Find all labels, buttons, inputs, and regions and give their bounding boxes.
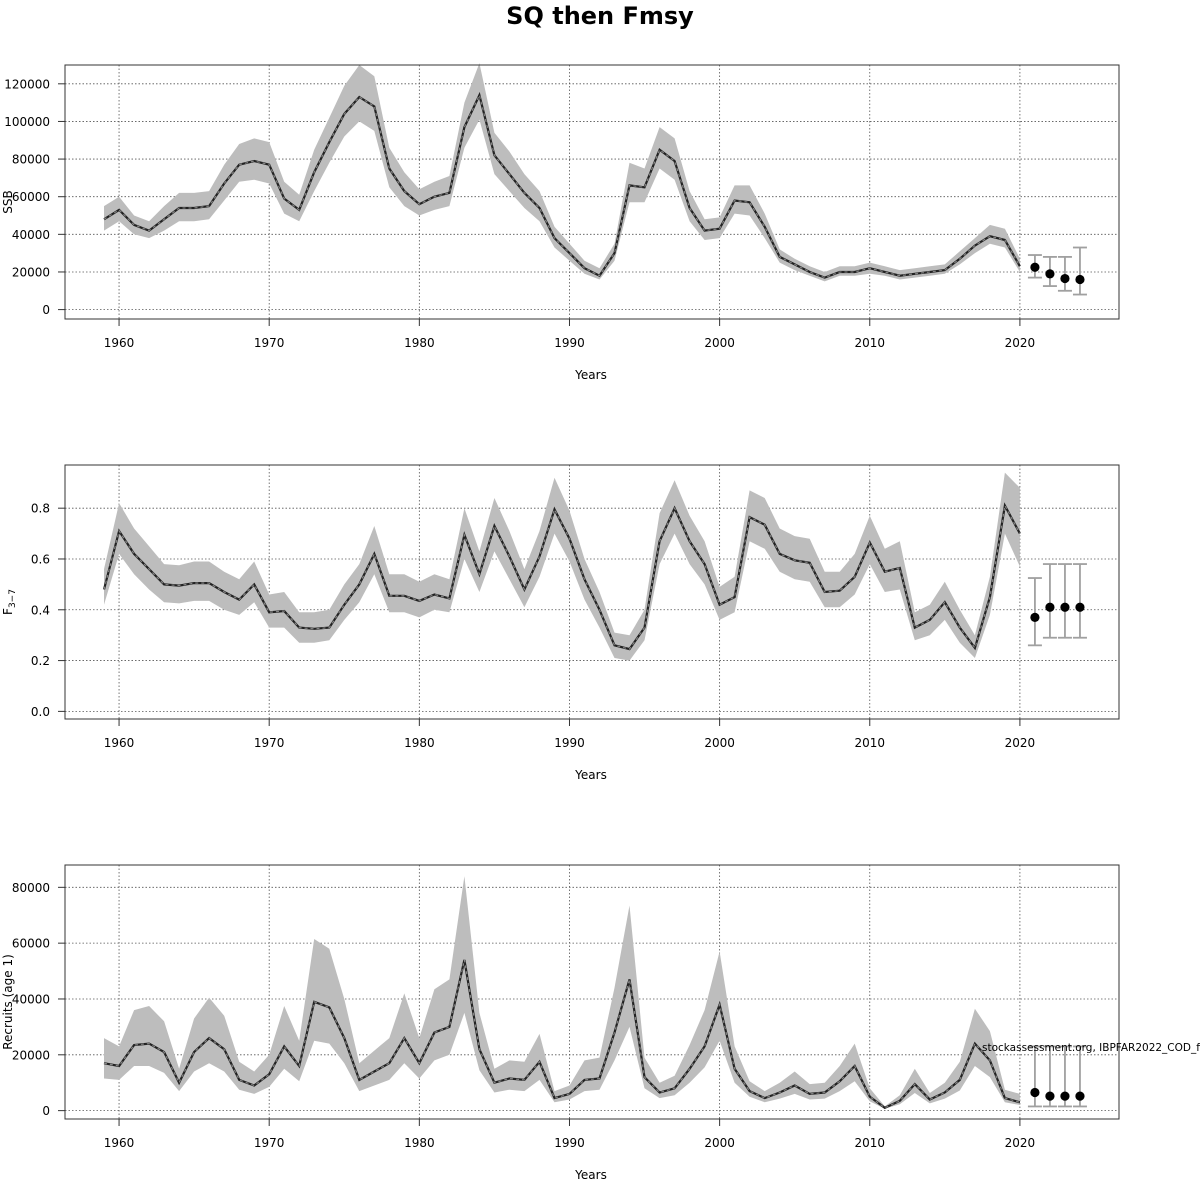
- y-tick-label: 80000: [12, 881, 50, 895]
- fbar-panel: 1960 1970 1980 1990 2000 2010 2020 0.0 0.2 0.4 0.6…: [1, 464, 1120, 782]
- x-tick-label: 1980: [404, 1136, 435, 1150]
- confidence-band: [104, 63, 1020, 282]
- x-axis-label: Years: [574, 368, 607, 382]
- y-tick-label: 0.2: [31, 654, 50, 668]
- estimate-line-dash: [103, 503, 1021, 650]
- x-tick-label: 1960: [104, 736, 135, 750]
- forecast-point: [1045, 1091, 1055, 1101]
- x-tick-label: 1960: [104, 336, 135, 350]
- y-tick-label: 40000: [12, 228, 50, 242]
- y-tick-label: 120000: [4, 77, 50, 91]
- y-axis-label: F3−7: [1, 589, 18, 615]
- x-axis-label: Years: [574, 1168, 607, 1182]
- y-tick-label: 0: [42, 1104, 50, 1118]
- x-tick-label: 2010: [854, 1136, 885, 1150]
- forecast-point: [1030, 1087, 1040, 1098]
- y-tick-label: 80000: [12, 153, 50, 167]
- x-tick-label: 2000: [704, 736, 735, 750]
- forecast-point: [1075, 602, 1085, 612]
- y-tick-label: 20000: [12, 1048, 50, 1062]
- page-title: SQ then Fmsy: [506, 2, 694, 30]
- ssb-panel: 1960 1970 1980 1990 2000 2010 2020 0 20000 40000 6…: [1, 63, 1120, 382]
- x-tick-label: 1990: [554, 736, 585, 750]
- y-tick-label: 20000: [12, 265, 50, 279]
- forecast-point: [1075, 274, 1085, 285]
- x-tick-label: 1980: [404, 736, 435, 750]
- x-tick-label: 2010: [854, 336, 885, 350]
- y-tick-label: 0.8: [31, 502, 50, 516]
- x-tick-label: 1970: [254, 736, 285, 750]
- forecast-point: [1060, 1091, 1070, 1101]
- forecast-point: [1045, 602, 1055, 612]
- x-tick-label: 2000: [704, 1136, 735, 1150]
- y-axis-label: SSB: [1, 190, 15, 213]
- plot-frame: [64, 864, 1120, 1120]
- forecast-point: [1075, 1091, 1085, 1101]
- y-tick-label: 0.4: [31, 603, 50, 617]
- y-tick-label: 0.0: [31, 705, 50, 719]
- x-tick-label: 1980: [404, 336, 435, 350]
- y-tick-label: 60000: [12, 190, 50, 204]
- x-tick-label: 2020: [1005, 1136, 1036, 1150]
- x-tick-label: 2010: [854, 736, 885, 750]
- x-tick-label: 1990: [554, 336, 585, 350]
- confidence-band: [104, 472, 1020, 661]
- recruits-panel: 1960 1970 1980 1990 2000 2010 2020 0 20000 40000 6…: [1, 864, 1120, 1182]
- confidence-band: [104, 876, 1020, 1109]
- x-tick-label: 2020: [1005, 736, 1036, 750]
- x-tick-label: 1960: [104, 1136, 135, 1150]
- watermark-text: stockassessment.org, IBPFAR2022_COD_fina…: [982, 1042, 1200, 1054]
- x-tick-label: 1970: [254, 336, 285, 350]
- y-tick-label: 40000: [12, 992, 50, 1006]
- y-tick-label: 0.6: [31, 552, 50, 566]
- x-tick-label: 2000: [704, 336, 735, 350]
- forecast-point: [1060, 273, 1070, 284]
- x-tick-label: 1970: [254, 1136, 285, 1150]
- y-tick-label: 60000: [12, 937, 50, 951]
- y-tick-label: 100000: [4, 115, 50, 129]
- estimate-line-dash: [103, 959, 1021, 1109]
- x-tick-label: 1990: [554, 1136, 585, 1150]
- y-tick-label: 0: [42, 303, 50, 317]
- y-axis-label: Recruits (age 1): [1, 954, 15, 1050]
- forecast-point: [1060, 602, 1070, 612]
- plot-frame: [64, 464, 1120, 720]
- x-axis-label: Years: [574, 768, 607, 782]
- forecast-point: [1030, 612, 1040, 623]
- forecast-point: [1030, 262, 1040, 272]
- forecast-point: [1045, 269, 1055, 279]
- plot-frame: [64, 64, 1120, 320]
- estimate-line-dash: [103, 93, 1021, 279]
- x-tick-label: 2020: [1005, 336, 1036, 350]
